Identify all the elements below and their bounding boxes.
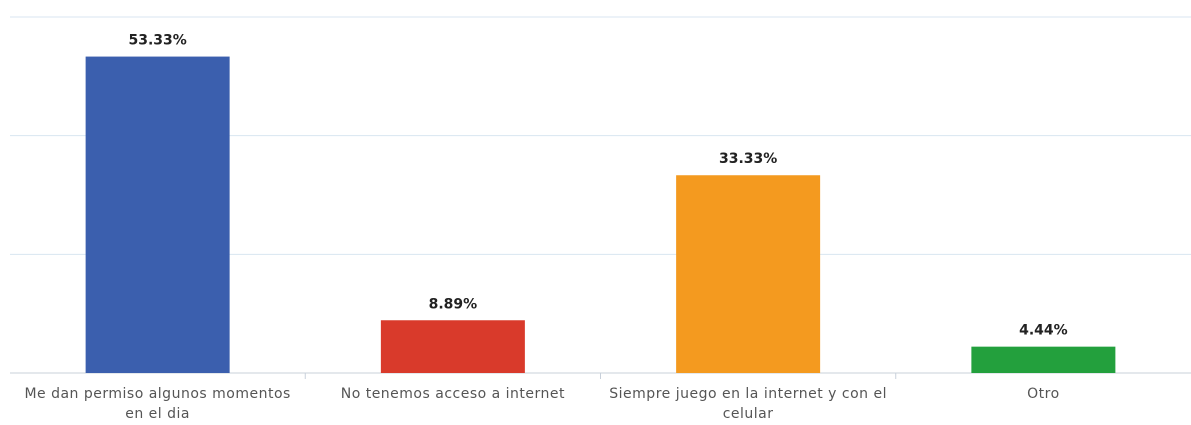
- value-label: 33.33%: [719, 151, 777, 167]
- value-label: 4.44%: [1019, 323, 1068, 339]
- bar: [380, 320, 525, 373]
- bar: [971, 346, 1116, 373]
- bar: [85, 56, 230, 374]
- bar: [676, 175, 821, 373]
- x-tick-label: Otro: [1027, 386, 1060, 402]
- x-tick-label: Me dan permiso algunos momentos en el di…: [24, 386, 291, 422]
- x-tick-label: No tenemos acceso a internet: [340, 386, 566, 402]
- value-label: 53.33%: [128, 33, 186, 49]
- x-tick-label: Siempre juego en la internet y con el ce…: [609, 386, 887, 422]
- value-label: 8.89%: [429, 296, 478, 312]
